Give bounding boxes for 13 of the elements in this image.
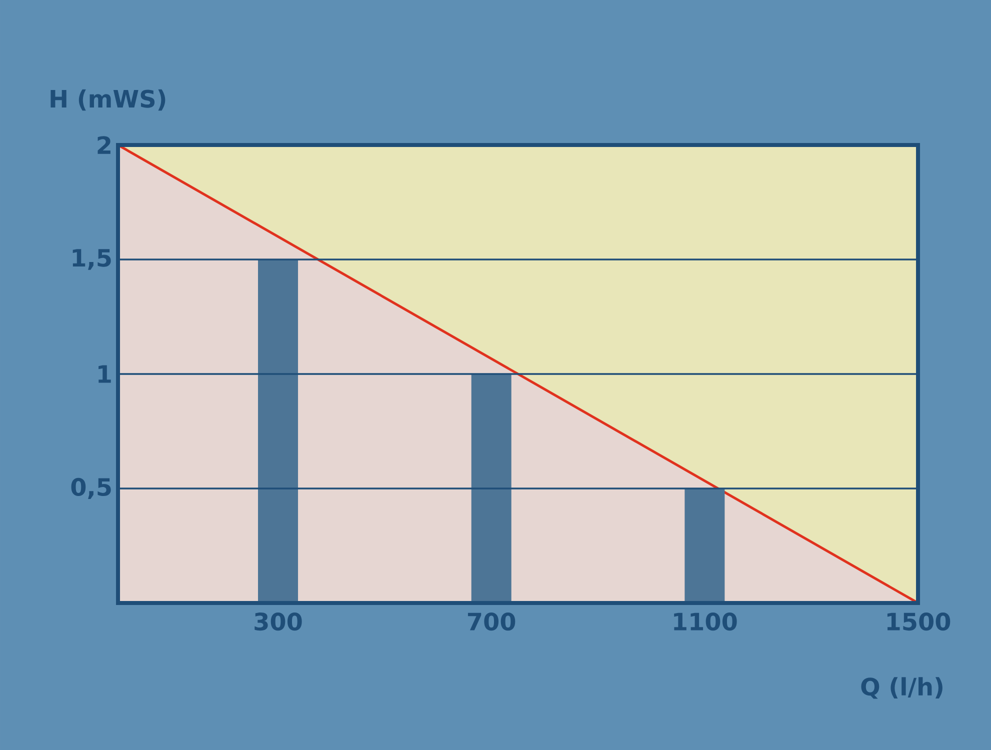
x-tick-label: 1500 [887, 612, 950, 631]
x-axis-title: Q (l/h) [861, 677, 942, 699]
y-tick-label: 2 [98, 136, 110, 154]
bar [471, 374, 512, 603]
bar [684, 488, 725, 603]
y-tick-label: 0,5 [71, 478, 111, 500]
y-tick-label: 1,5 [72, 249, 111, 270]
x-tick-label: 1100 [674, 612, 737, 631]
x-tick-label: 300 [254, 612, 302, 631]
x-tick-label: 700 [468, 612, 516, 631]
bar [258, 259, 298, 603]
y-axis-title: H (mWS) [50, 89, 166, 111]
y-tick-label: 1 [98, 365, 111, 383]
